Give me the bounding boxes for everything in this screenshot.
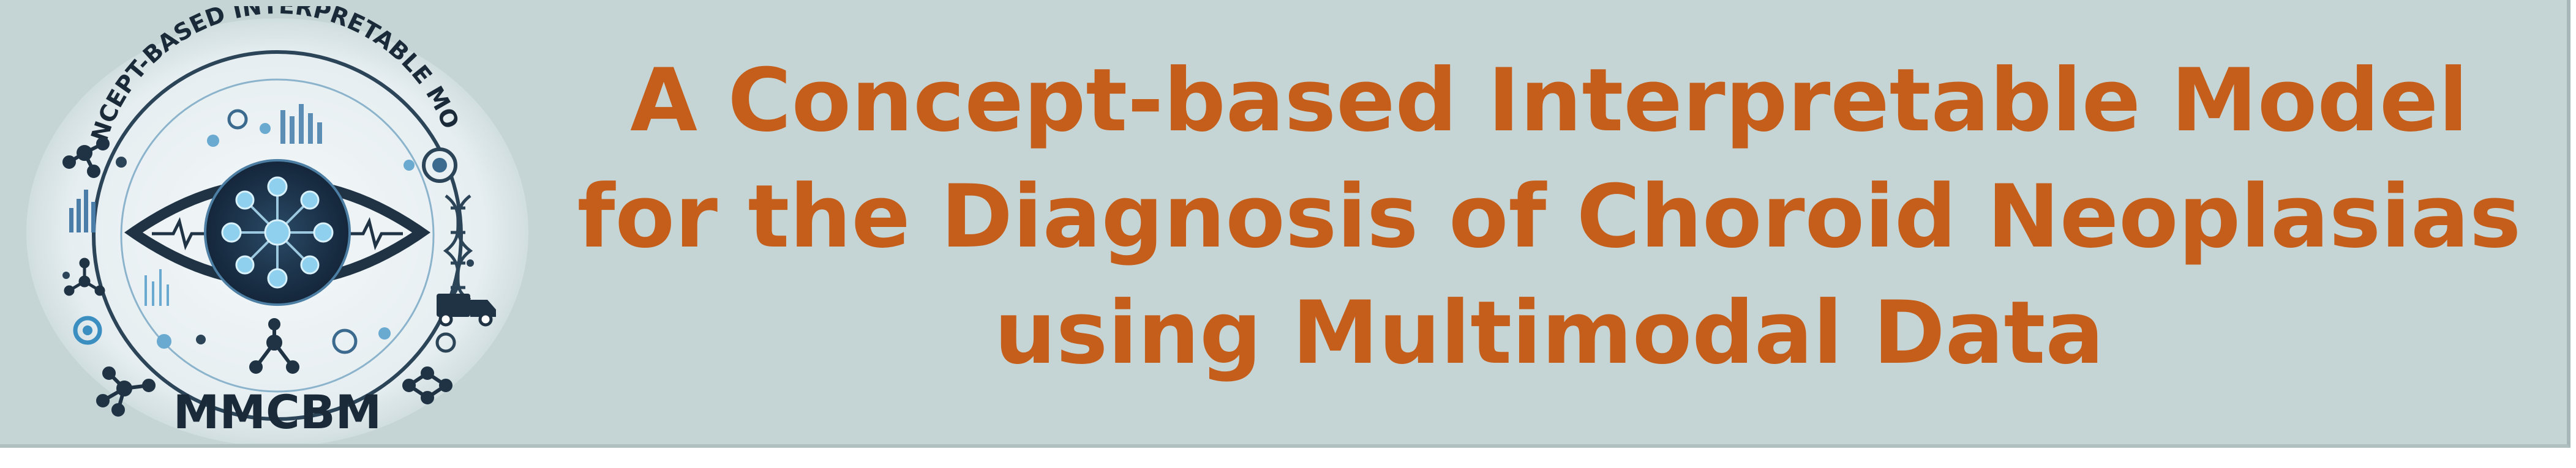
left-bar-chart-icon — [69, 190, 96, 232]
tick-marks — [145, 269, 169, 306]
title-line-2: for the Diagnosis of Choroid Neoplasias — [577, 166, 2522, 267]
title-line-3: using Multimodal Data — [994, 283, 2105, 384]
network-icon-bottom-right — [402, 366, 452, 404]
mmcbm-logo: CONCEPT-BASED INTERPRETABLE MODEL — [17, 6, 538, 444]
logo-acronym: MMCBM — [173, 385, 382, 439]
network-icon-bottom-left — [96, 366, 156, 417]
truck-icon — [437, 294, 496, 327]
eye-icon — [124, 159, 430, 306]
inner-ring — [120, 78, 435, 393]
page-title: A Concept-based Interpretable Model for … — [539, 43, 2559, 392]
outer-ring — [92, 50, 463, 421]
bar-chart-icon — [280, 104, 322, 144]
banner: CONCEPT-BASED INTERPRETABLE MODEL — [0, 0, 2570, 448]
logo-graphic: CONCEPT-BASED INTERPRETABLE MODEL — [17, 6, 528, 444]
dna-icon — [443, 195, 473, 302]
title-line-1: A Concept-based Interpretable Model — [630, 50, 2468, 151]
network-icon-bottom-center — [249, 318, 299, 374]
snowflake-node-icon — [64, 258, 105, 296]
network-icon-left — [62, 137, 110, 178]
decorative-nodes — [62, 109, 474, 354]
